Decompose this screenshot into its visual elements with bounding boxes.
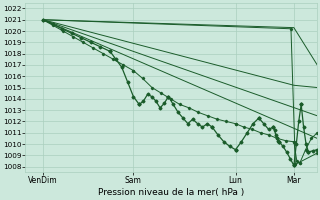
- X-axis label: Pression niveau de la mer( hPa ): Pression niveau de la mer( hPa ): [98, 188, 244, 197]
